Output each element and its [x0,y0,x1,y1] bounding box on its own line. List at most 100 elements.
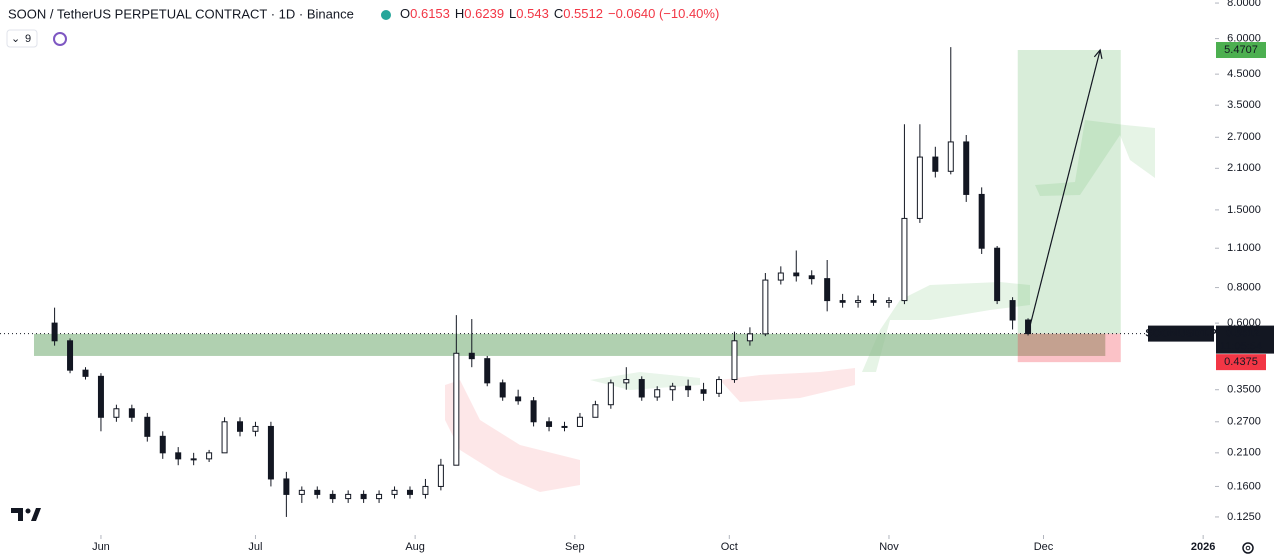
y-tick-label: 0.3500 [1227,384,1261,396]
settings-icon[interactable] [1242,542,1254,554]
ohlc-prefix: H [455,6,464,21]
candle-body [561,425,568,428]
candle-body [700,389,707,394]
x-tick-label: Jun [92,541,110,553]
y-tick-label: 0.8000 [1227,281,1261,293]
chart-title: SOON / TetherUS PERPETUAL CONTRACT · 1D … [8,6,354,21]
y-tick-label: 8.0000 [1227,0,1261,9]
y-tick-label: 0.2700 [1227,416,1261,428]
candle-body [669,385,676,391]
candle-body [994,247,1001,302]
candle-body [252,425,259,432]
ohlc-value: 0.6153 [410,6,450,21]
candle-body [82,369,89,377]
change-value: −0.0640 (−10.40%) [608,6,719,21]
ohlc-prefix: O [400,6,410,21]
ohlc-value: 0.6239 [464,6,504,21]
stop-label-bg [1216,354,1266,371]
candle-body [808,275,815,280]
cloud [720,368,855,402]
candle-body [963,141,970,195]
candle-body [978,193,985,249]
candle-body [885,300,892,303]
candle-body [746,333,753,342]
candle-body [267,425,274,480]
target-label: 5.4707 [1224,44,1258,56]
candle-body [777,272,784,281]
x-tick-label: Dec [1034,541,1054,553]
y-tick-label: 1.5000 [1227,204,1261,216]
x-tick-label: 2026 [1191,541,1215,553]
ohlc-value: 0.5512 [563,6,603,21]
candle-body [97,375,104,418]
refresh-icon[interactable] [53,32,67,46]
ohlc-legend: O0.6153 H0.6239 L0.543 C0.5512 −0.0640 (−10.… [400,6,719,21]
candle-body [113,408,120,418]
candle-body [607,382,614,406]
y-tick-label: 0.2100 [1227,447,1261,459]
candle-body [654,389,661,398]
candle-body [731,340,738,381]
candle-body [314,489,321,495]
candle-body [793,272,800,277]
y-tick-label: 6.0000 [1227,33,1261,45]
candle-body [716,379,723,394]
status-dot [381,10,391,20]
candle-body [422,485,429,495]
candle-body [406,489,413,495]
support-zone [33,333,1106,356]
candle-body [128,408,135,418]
candle-body [329,493,336,500]
candle-body [67,340,74,371]
y-tick-label: 0.1600 [1227,480,1261,492]
candle-body [453,352,460,466]
plot-area [0,47,1215,517]
candle-body [546,421,553,427]
candle-body [824,278,831,302]
indicator-count: 9 [25,33,31,45]
y-tick-label: 0.1250 [1227,511,1261,523]
candle-body [870,300,877,303]
cloud [445,380,580,492]
candle-body [345,493,352,500]
candle-body [638,379,645,398]
chevron: ⌄ [11,33,20,45]
ohlc-prefix: L [509,6,516,21]
symbol-label: SOONUSDT.P [1145,328,1217,340]
candle-body [159,435,166,454]
candle-body [762,279,769,335]
candle-body [360,493,367,500]
target-area [1017,50,1121,334]
ohlc-value: 0.543 [516,6,549,21]
candle-body [685,385,692,391]
candle-body [206,452,213,460]
arrow-head [1093,48,1103,59]
candle-body [1009,300,1016,321]
candle-body [376,493,383,500]
candle-body [190,458,197,461]
candle-body [576,416,583,427]
candle-body [901,217,908,302]
candle-body [515,396,522,402]
candle-body [592,404,599,418]
target-label-bg [1216,42,1266,59]
stop-label: 0.4375 [1224,356,1258,368]
candle-body [530,400,537,423]
ohlc-prefix: C [554,6,563,21]
candle-body [499,382,506,398]
y-tick-label: 2.1000 [1227,162,1261,174]
x-tick-label: Sep [565,541,585,553]
x-tick-label: Aug [405,541,425,553]
candle-body [298,489,305,495]
cloud [1035,120,1155,196]
candle-body [484,358,491,384]
indicator-toggle[interactable] [6,29,38,48]
candle-body [468,352,475,360]
last-price-label: 0.5512 [1226,328,1260,340]
y-tick-label: 4.5000 [1227,68,1261,80]
candle-body [144,416,151,437]
candle-body [237,421,244,432]
y-tick-label: 3.5000 [1227,99,1261,111]
